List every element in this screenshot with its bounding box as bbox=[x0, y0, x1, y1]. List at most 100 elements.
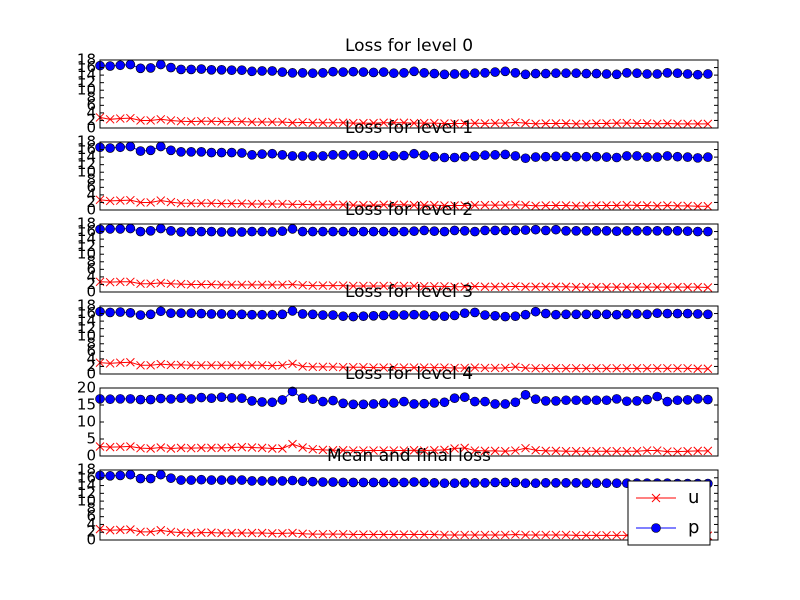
point-marker bbox=[156, 278, 166, 288]
point-marker bbox=[409, 281, 419, 291]
point-marker bbox=[186, 308, 196, 318]
plot-frame bbox=[99, 141, 719, 211]
point-marker bbox=[369, 446, 378, 455]
point-marker bbox=[490, 530, 500, 540]
point-marker bbox=[510, 311, 521, 322]
point-marker bbox=[216, 65, 227, 75]
point-marker bbox=[105, 224, 115, 234]
point-marker bbox=[196, 474, 207, 485]
point-marker bbox=[136, 198, 145, 207]
point-marker bbox=[531, 530, 540, 540]
point-marker bbox=[571, 282, 581, 292]
point-marker bbox=[308, 362, 318, 372]
point-marker bbox=[409, 530, 419, 539]
point-marker bbox=[450, 201, 459, 210]
point-marker bbox=[307, 68, 318, 79]
point-marker bbox=[581, 363, 591, 373]
point-marker bbox=[176, 279, 186, 289]
point-marker bbox=[399, 281, 409, 291]
point-marker bbox=[470, 68, 480, 79]
point-marker bbox=[297, 151, 308, 161]
point-marker bbox=[673, 119, 682, 129]
point-marker bbox=[521, 282, 530, 292]
point-marker bbox=[622, 200, 632, 210]
point-marker bbox=[561, 282, 571, 292]
point-marker bbox=[632, 68, 642, 79]
point-marker bbox=[297, 309, 308, 319]
point-marker bbox=[450, 363, 459, 373]
point-marker bbox=[146, 527, 156, 537]
point-marker bbox=[389, 477, 399, 488]
point-marker bbox=[196, 528, 206, 537]
point-marker bbox=[237, 280, 247, 290]
point-marker bbox=[581, 530, 591, 540]
y-tick-label: 0 bbox=[86, 201, 96, 219]
point-marker bbox=[632, 201, 642, 210]
point-marker bbox=[338, 200, 348, 210]
point-marker bbox=[226, 475, 237, 485]
point-marker bbox=[429, 530, 439, 539]
point-marker bbox=[500, 530, 510, 540]
point-marker bbox=[612, 446, 622, 456]
point-marker bbox=[490, 446, 500, 456]
point-marker bbox=[703, 226, 713, 237]
y-tick-label: 16 bbox=[77, 58, 96, 76]
y-tick-label: 16 bbox=[77, 304, 96, 322]
point-marker bbox=[277, 67, 288, 77]
point-marker bbox=[186, 280, 196, 289]
point-marker bbox=[328, 200, 338, 210]
point-marker bbox=[318, 362, 328, 372]
point-marker bbox=[470, 530, 480, 540]
point-marker bbox=[450, 119, 459, 128]
point-marker bbox=[135, 146, 146, 156]
point-marker bbox=[470, 200, 480, 210]
point-marker bbox=[611, 152, 622, 163]
subplot-title: Loss for level 0 bbox=[345, 36, 473, 56]
plot-frame bbox=[99, 223, 719, 293]
point-marker bbox=[551, 530, 561, 540]
point-marker bbox=[612, 282, 622, 292]
y-tick-label: 6 bbox=[86, 96, 96, 114]
point-marker bbox=[247, 150, 257, 160]
y-tick-label: 10 bbox=[77, 245, 96, 263]
point-marker bbox=[581, 282, 591, 292]
y-tick-label: 10 bbox=[77, 413, 96, 431]
plot-frame bbox=[99, 305, 719, 375]
point-marker bbox=[571, 446, 581, 456]
point-marker bbox=[510, 68, 521, 78]
point-marker bbox=[105, 143, 115, 153]
y-tick-label: 0 bbox=[86, 447, 96, 465]
point-marker bbox=[328, 395, 338, 406]
point-marker bbox=[612, 530, 622, 540]
point-marker bbox=[307, 309, 318, 320]
legend: up bbox=[627, 480, 711, 546]
point-marker bbox=[105, 277, 115, 287]
point-marker bbox=[459, 226, 470, 236]
point-marker bbox=[196, 116, 206, 126]
point-marker bbox=[287, 224, 298, 234]
point-marker bbox=[358, 226, 369, 237]
point-marker bbox=[196, 147, 207, 157]
point-marker bbox=[540, 478, 551, 488]
point-marker bbox=[247, 360, 257, 370]
point-marker bbox=[409, 200, 419, 210]
point-marker bbox=[541, 446, 551, 456]
point-marker bbox=[531, 445, 540, 455]
legend-marker bbox=[651, 523, 661, 533]
point-marker bbox=[530, 394, 541, 405]
point-marker bbox=[155, 59, 166, 70]
point-marker bbox=[622, 226, 632, 236]
point-marker bbox=[409, 445, 419, 455]
point-marker bbox=[217, 360, 226, 370]
point-marker bbox=[359, 362, 368, 372]
point-marker bbox=[459, 69, 470, 79]
point-marker bbox=[551, 309, 561, 320]
point-marker bbox=[571, 201, 581, 211]
y-tick-label: 12 bbox=[77, 237, 96, 255]
point-marker bbox=[176, 64, 186, 75]
point-marker bbox=[601, 478, 612, 489]
point-marker bbox=[389, 68, 399, 79]
point-marker bbox=[318, 118, 328, 128]
point-marker bbox=[216, 309, 227, 319]
